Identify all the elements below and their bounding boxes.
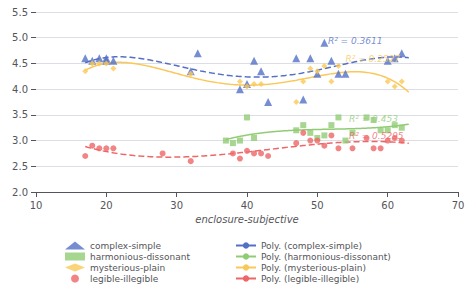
svg-text:mysterious-plain: mysterious-plain <box>90 263 165 273</box>
svg-text:5.0: 5.0 <box>12 32 28 43</box>
svg-text:enclosure-subjective: enclosure-subjective <box>195 214 298 225</box>
svg-text:50: 50 <box>311 200 324 211</box>
svg-text:Poly. (complex-simple): Poly. (complex-simple) <box>261 241 362 251</box>
svg-text:4.0: 4.0 <box>12 84 28 95</box>
svg-text:60: 60 <box>381 200 394 211</box>
svg-text:3.5: 3.5 <box>12 109 28 120</box>
svg-text:3.0: 3.0 <box>12 135 28 146</box>
svg-text:harmonious-dissonant: harmonious-dissonant <box>90 252 190 262</box>
svg-text:R² = 0.3611: R² = 0.3611 <box>328 36 383 46</box>
svg-text:30: 30 <box>170 200 183 211</box>
svg-text:R² = 0.453: R² = 0.453 <box>349 114 398 124</box>
svg-text:complex-simple: complex-simple <box>90 241 162 251</box>
svg-text:10: 10 <box>30 200 43 211</box>
svg-text:R² = 0.2527: R² = 0.2527 <box>345 54 400 64</box>
svg-text:Poly. (harmonious-dissonant): Poly. (harmonious-dissonant) <box>261 252 391 262</box>
svg-text:70: 70 <box>452 200 465 211</box>
svg-text:Poly. (mysterious-plain): Poly. (mysterious-plain) <box>261 263 366 273</box>
svg-text:R² = 0.5295: R² = 0.5295 <box>349 131 404 141</box>
svg-text:Poly. (legible-illegible): Poly. (legible-illegible) <box>261 274 359 284</box>
svg-text:legible-illegible: legible-illegible <box>90 274 159 284</box>
svg-text:2.0: 2.0 <box>12 187 28 198</box>
svg-text:2.5: 2.5 <box>12 161 28 172</box>
svg-text:5.5: 5.5 <box>12 7 28 18</box>
svg-text:40: 40 <box>241 200 254 211</box>
svg-text:4.5: 4.5 <box>12 58 28 69</box>
svg-text:20: 20 <box>100 200 113 211</box>
